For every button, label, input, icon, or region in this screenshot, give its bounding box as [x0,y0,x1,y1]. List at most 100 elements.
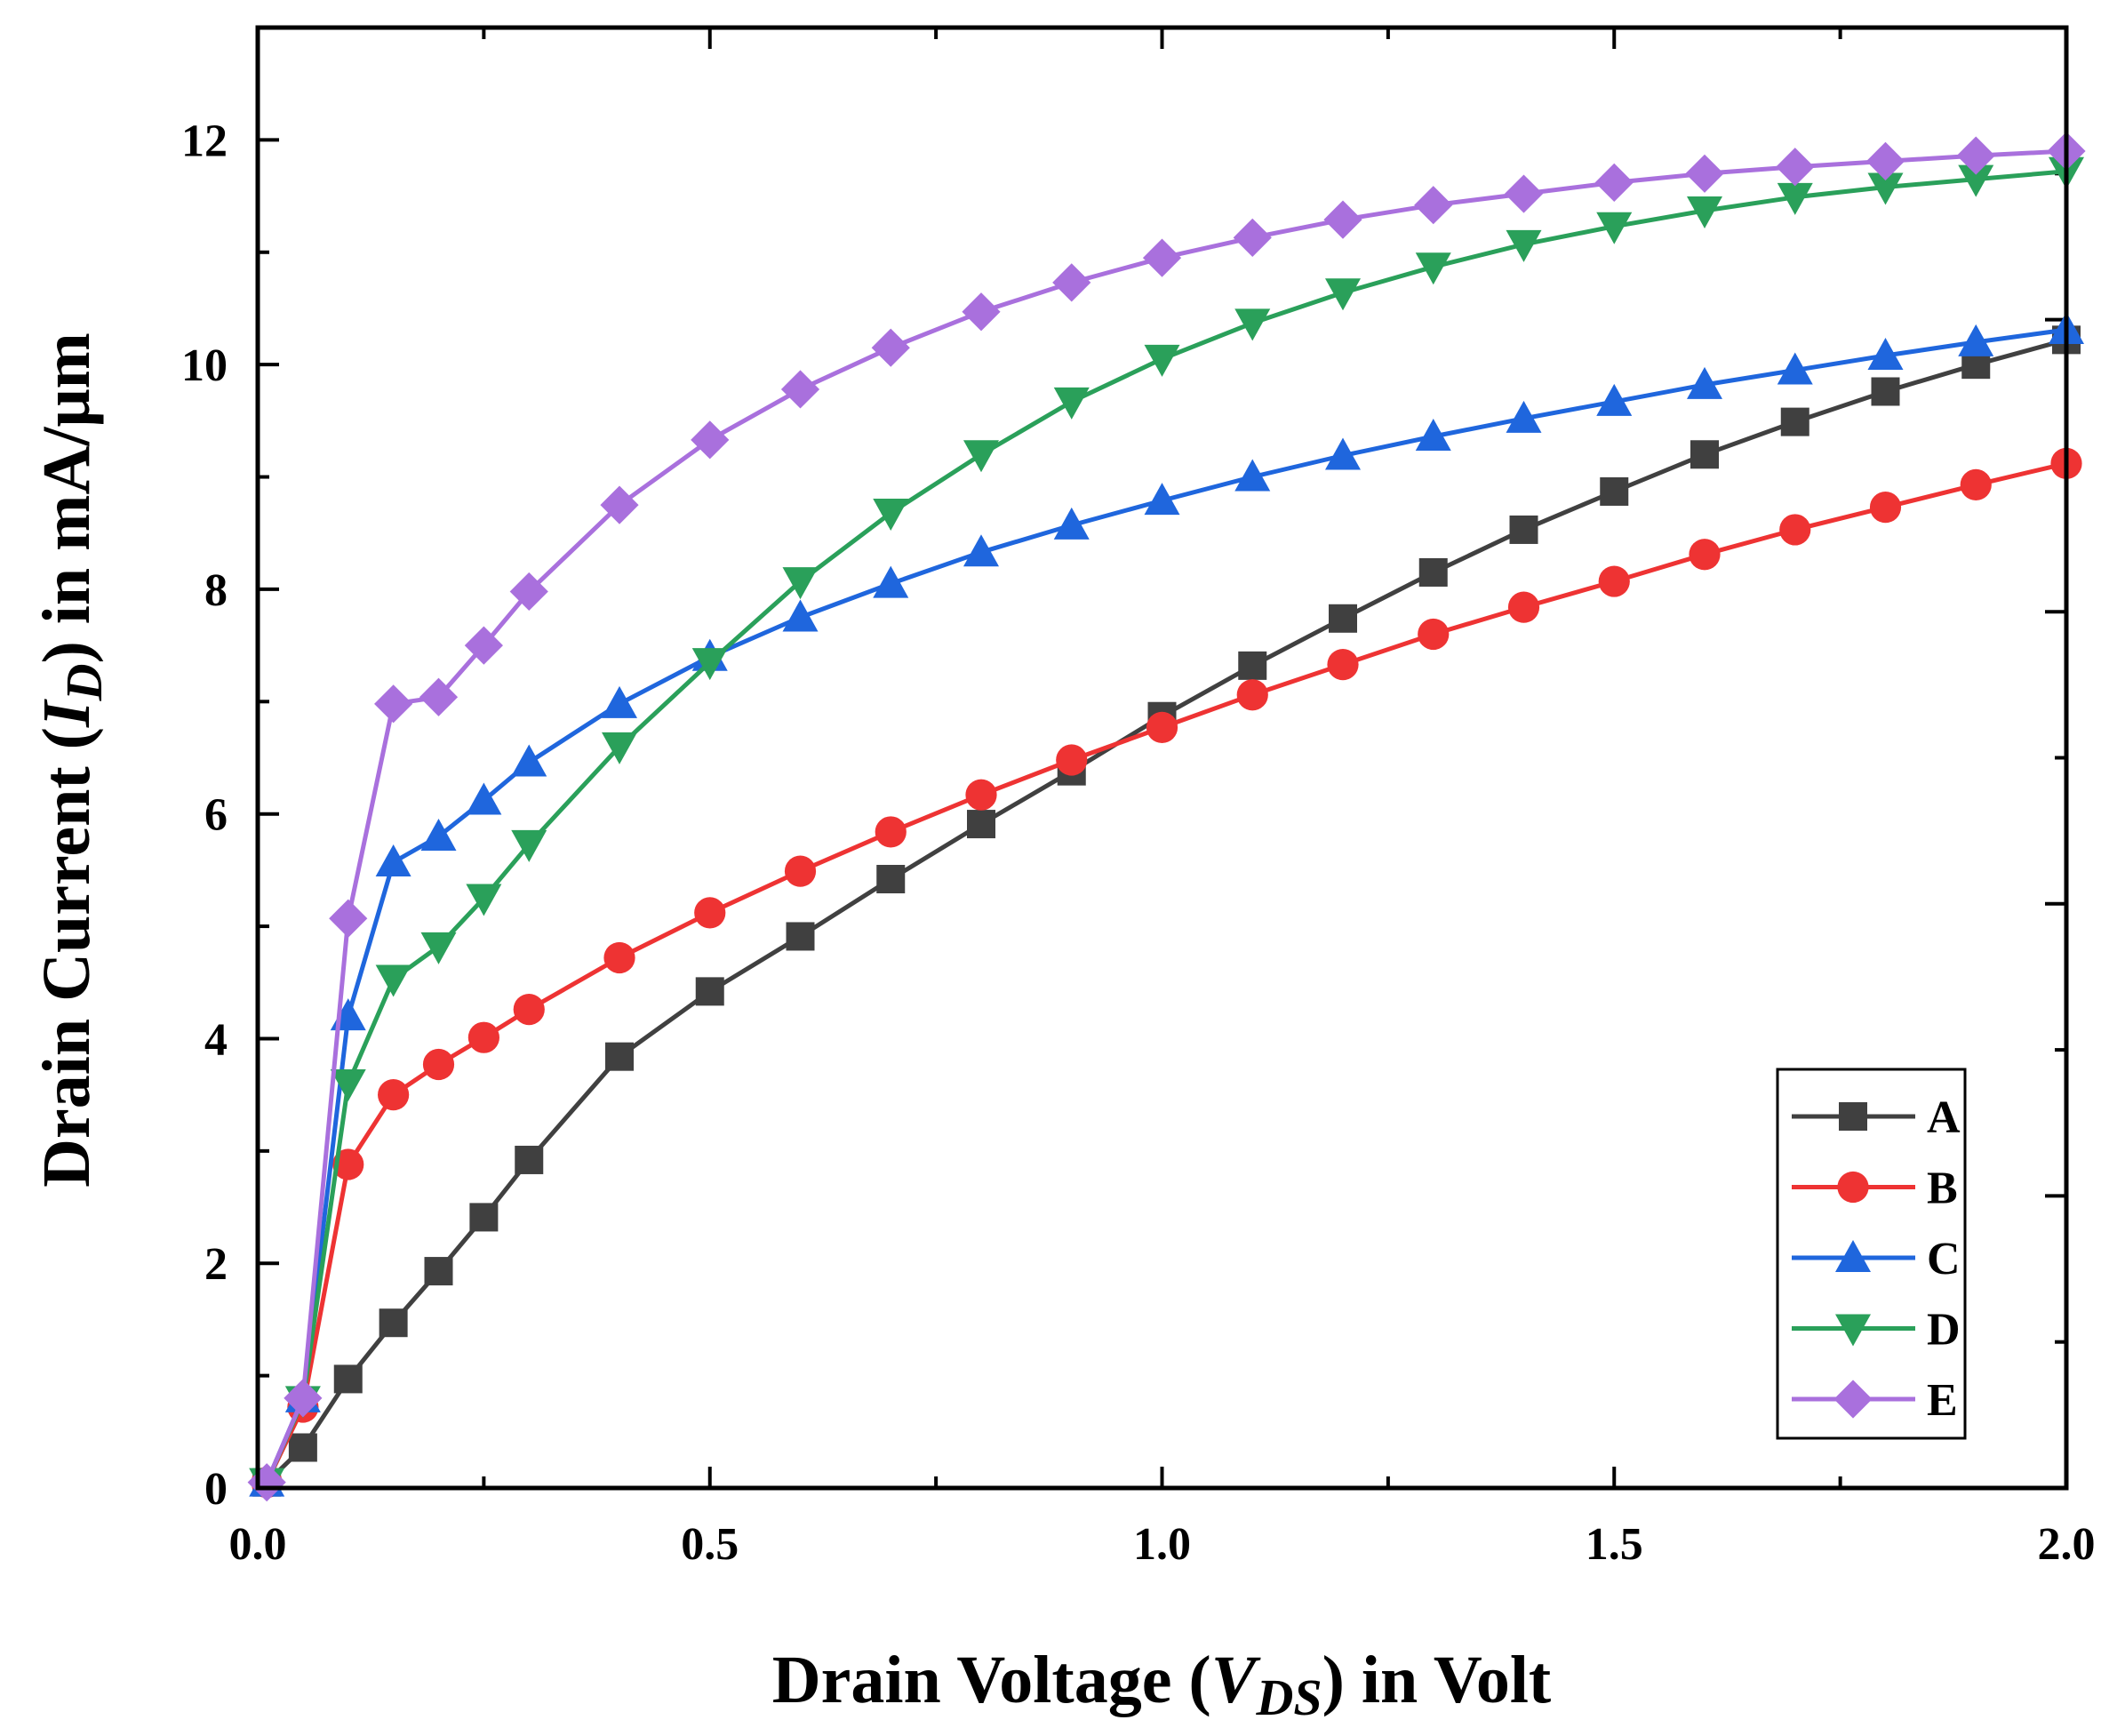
data-point-E [691,420,730,460]
data-point-E [600,485,639,524]
legend-label-A: A [1927,1092,1961,1143]
series-C [249,311,2084,1497]
data-point-E [509,572,548,612]
x-tick-label: 0.5 [681,1519,739,1570]
data-point-C [1867,338,1904,371]
data-point-B [1960,468,1992,500]
data-point-D [1867,172,1904,205]
data-point-D [1234,308,1271,341]
data-point-A [424,1257,453,1286]
legend-marker-D [1835,1314,1871,1347]
data-point-A [1690,440,1719,469]
data-point-B [1146,711,1178,743]
data-point-D [963,440,999,473]
x-axis-title-sub: DS [1255,1668,1322,1726]
data-point-A [1509,515,1538,544]
data-point-E [871,328,910,367]
data-point-C [1506,400,1542,433]
data-point-D [782,567,819,600]
data-point-B [1507,591,1540,623]
data-point-C [1053,507,1090,540]
data-point-D [602,732,637,764]
x-tick-label: 0.0 [229,1519,287,1570]
legend-item-E: E [1792,1375,1958,1426]
data-point-B [1418,618,1450,651]
data-point-B [1598,565,1630,597]
y-tick-label: 8 [204,565,228,616]
legend-marker-C [1835,1240,1871,1272]
data-point-B [875,816,907,848]
legend-label-C: C [1927,1234,1961,1284]
data-point-C [466,782,502,815]
x-tick-label: 1.0 [1133,1519,1191,1570]
data-point-D [1506,229,1542,262]
data-point-E [1504,174,1544,213]
data-point-C [511,744,547,777]
data-point-B [513,994,545,1026]
data-point-A [288,1433,317,1462]
data-point-A [695,977,724,1006]
data-point-D [1777,182,1813,215]
legend-item-B: B [1792,1164,1958,1214]
series-line-D [264,169,2067,1484]
x-tick-label: 2.0 [2038,1519,2096,1570]
data-point-B [422,1048,455,1081]
legend-label-E: E [1927,1375,1958,1426]
data-point-A [1238,651,1267,680]
data-point-E [780,370,820,409]
data-point-A [605,1042,634,1071]
series-E [247,132,2086,1502]
data-point-C [420,818,457,851]
legend-item-D: D [1792,1305,1961,1356]
data-point-C [782,599,819,632]
data-point-A [333,1364,363,1394]
data-point-E [419,677,459,716]
data-point-C [1234,459,1271,492]
legend-label-B: B [1927,1164,1958,1214]
data-point-E [1594,163,1634,203]
data-point-D [420,932,457,964]
data-point-D [1596,212,1633,244]
data-point-D [330,1069,366,1102]
data-point-B [1869,492,1902,524]
data-point-E [962,292,1001,332]
legend-item-C: C [1792,1234,1961,1284]
data-point-A [469,1203,499,1232]
data-point-B [965,779,997,811]
x-tick-label: 1.5 [1586,1519,1643,1570]
data-point-B [378,1079,410,1111]
data-point-C [1144,483,1180,516]
data-point-D [1415,252,1451,285]
data-point-C [375,844,411,877]
data-point-D [466,884,502,916]
data-point-D [1687,196,1722,229]
data-point-A [1600,476,1629,506]
legend-box [1776,1068,1967,1440]
data-point-A [1329,604,1357,633]
data-point-E [1865,141,1905,180]
data-point-E [1323,200,1362,239]
legend-marker-B [1837,1171,1869,1204]
data-point-D [1053,387,1090,420]
data-point-A [967,810,995,839]
series-D [249,156,2084,1500]
data-point-A [515,1145,544,1174]
data-point-E [1142,238,1182,277]
y-tick-label: 12 [181,116,228,166]
y-tick-label: 2 [204,1239,228,1290]
data-point-D [511,829,547,862]
data-point-C [1958,324,1994,356]
y-axis-title-suffix: ) in mA/μm [29,332,104,663]
data-point-A [1780,407,1809,436]
legend-item-A: A [1792,1092,1961,1143]
legend-label-D: D [1927,1305,1961,1356]
data-point-C [602,685,637,718]
data-point-E [1776,148,1815,187]
x-axis-title-var: V [1211,1643,1261,1717]
data-point-B [1056,744,1088,776]
data-point-A [876,864,906,893]
data-point-B [1327,649,1359,681]
